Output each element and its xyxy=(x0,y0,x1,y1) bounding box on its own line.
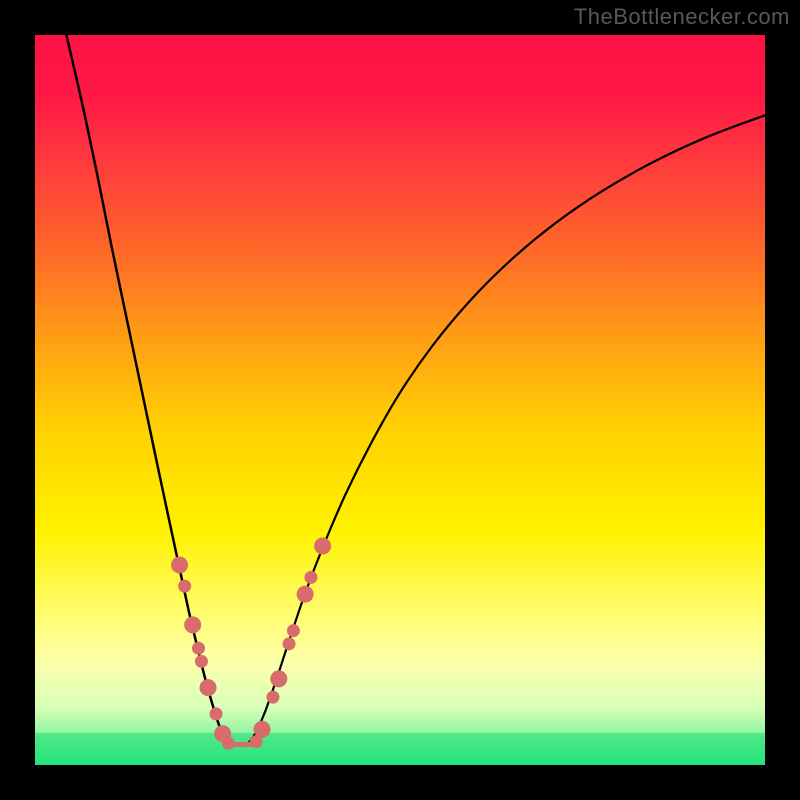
plot-area xyxy=(35,35,765,765)
right-marker xyxy=(297,586,314,603)
left-marker xyxy=(184,616,201,633)
right-marker xyxy=(254,721,271,738)
left-marker xyxy=(200,679,217,696)
left-marker xyxy=(210,707,223,720)
green-strip xyxy=(35,733,765,765)
left-marker xyxy=(171,556,188,573)
right-marker xyxy=(287,624,300,637)
chart-frame: TheBottlenecker.com xyxy=(0,0,800,800)
right-marker xyxy=(270,670,287,687)
right-marker xyxy=(283,637,296,650)
left-marker xyxy=(222,737,235,750)
left-marker xyxy=(178,580,191,593)
left-marker xyxy=(192,642,205,655)
chart-svg xyxy=(35,35,765,765)
right-marker xyxy=(314,538,331,555)
right-marker xyxy=(304,571,317,584)
watermark-text: TheBottlenecker.com xyxy=(574,4,790,30)
right-marker xyxy=(266,691,279,704)
left-marker xyxy=(195,655,208,668)
